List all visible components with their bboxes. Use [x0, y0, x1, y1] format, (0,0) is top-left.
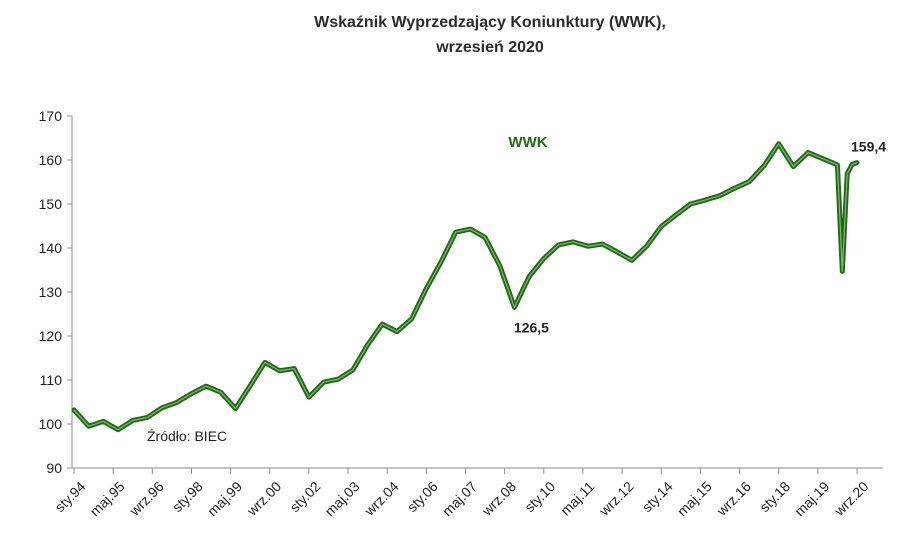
y-tick-label: 170: [39, 108, 63, 124]
y-tick-label: 140: [39, 240, 63, 256]
y-tick-label: 120: [39, 328, 63, 344]
x-tick-label: maj.95: [87, 478, 128, 519]
x-tick-label: sty.18: [756, 478, 793, 515]
x-tick-label: maj.11: [557, 478, 597, 518]
x-tick-label: sty.94: [51, 478, 88, 515]
x-tick-label: maj.99: [204, 478, 245, 519]
x-tick-label: sty.10: [521, 478, 558, 515]
x-tick-label: wrz.20: [830, 478, 871, 519]
x-tick-label: maj.07: [439, 478, 480, 519]
x-tick-label: wrz.00: [243, 478, 284, 519]
x-tick-label: wrz.96: [126, 478, 167, 519]
x-tick-label: wrz.12: [595, 478, 636, 519]
y-axis-ticks: 90 100 110 120 130 140 150 160 170: [39, 108, 72, 476]
y-tick-label: 130: [39, 284, 63, 300]
annotation-last-value-label: 159,4: [851, 139, 886, 155]
y-tick-label: 160: [39, 152, 63, 168]
chart-title: Wskaźnik Wyprzedzający Koniunktury (WWK)…: [314, 14, 666, 31]
x-tick-label: wrz.16: [713, 478, 754, 519]
series-lines: [71, 141, 860, 433]
annotation-trough-label: 126,5: [514, 319, 549, 335]
x-tick-label: sty.06: [404, 478, 441, 515]
x-tick-label: maj.19: [791, 478, 832, 519]
y-tick-label: 110: [40, 372, 63, 388]
x-tick-label: sty.02: [286, 478, 323, 515]
wwk-series-line: [71, 141, 860, 433]
source-note: Źródło: BIEC: [147, 428, 227, 444]
y-tick-label: 90: [46, 460, 62, 476]
y-tick-label: 150: [39, 196, 63, 212]
legend-wwk-label: WWK: [508, 134, 547, 151]
x-tick-label: sty.14: [639, 478, 676, 515]
x-tick-label: wrz.04: [361, 478, 402, 519]
y-tick-label: 100: [39, 416, 63, 432]
x-tick-label: maj.03: [321, 478, 362, 519]
x-tick-label: maj.15: [674, 478, 715, 519]
wwk-series-highlight: [73, 143, 858, 431]
chart-subtitle: wrzesień 2020: [435, 39, 544, 56]
x-tick-label: wrz.08: [478, 478, 519, 519]
x-tick-label: sty.98: [169, 478, 206, 515]
